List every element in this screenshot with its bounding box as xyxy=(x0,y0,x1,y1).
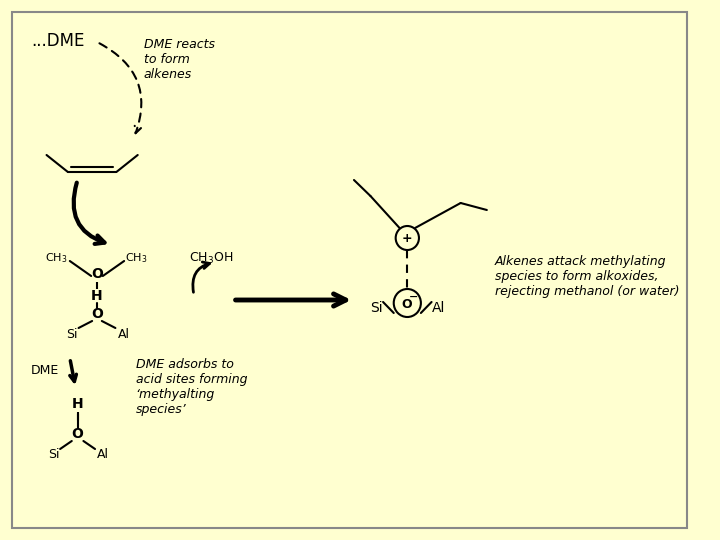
Text: Si: Si xyxy=(370,301,382,315)
Text: Alkenes attack methylating
species to form alkoxides,
rejecting methanol (or wat: Alkenes attack methylating species to fo… xyxy=(495,255,679,298)
FancyArrowPatch shape xyxy=(70,361,76,381)
Text: DME: DME xyxy=(30,363,59,376)
Text: H: H xyxy=(72,397,84,411)
FancyArrowPatch shape xyxy=(193,262,210,292)
Text: O: O xyxy=(91,267,103,281)
Text: ...DME: ...DME xyxy=(31,32,84,50)
FancyArrowPatch shape xyxy=(99,43,141,133)
FancyArrowPatch shape xyxy=(73,183,104,244)
Text: Si: Si xyxy=(48,448,60,461)
Text: DME reacts
to form
alkenes: DME reacts to form alkenes xyxy=(143,38,215,81)
Text: DME adsorbs to
acid sites forming
‘methyalting
species’: DME adsorbs to acid sites forming ‘methy… xyxy=(136,358,247,416)
Text: H: H xyxy=(91,289,103,303)
Text: Al: Al xyxy=(118,327,130,341)
Text: CH$_3$: CH$_3$ xyxy=(125,251,147,265)
Text: O: O xyxy=(72,427,84,441)
Text: Al: Al xyxy=(96,448,109,461)
Text: CH$_3$: CH$_3$ xyxy=(45,251,68,265)
Text: +: + xyxy=(402,232,413,245)
Text: Si: Si xyxy=(66,327,78,341)
Text: O: O xyxy=(91,307,103,321)
Text: −: − xyxy=(408,292,418,302)
Text: CH$_3$OH: CH$_3$OH xyxy=(189,251,233,266)
Text: Al: Al xyxy=(432,301,445,315)
Text: O: O xyxy=(401,298,412,310)
